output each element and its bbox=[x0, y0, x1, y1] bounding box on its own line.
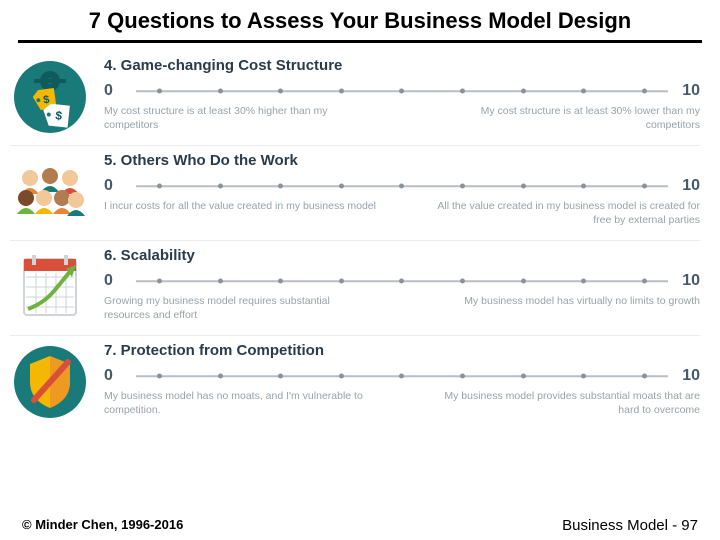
question-content: 5. Others Who Do the Work 0 10 I incur c… bbox=[104, 152, 700, 227]
scale-captions: My business model has no moats, and I'm … bbox=[104, 389, 700, 417]
right-caption: All the value created in my business mod… bbox=[426, 199, 700, 227]
scale-track bbox=[136, 277, 668, 285]
question-content: 6. Scalability 0 10 Growing my business … bbox=[104, 247, 700, 322]
footer: © Minder Chen, 1996-2016 Business Model … bbox=[0, 517, 720, 534]
shield-icon bbox=[10, 342, 90, 422]
scale-captions: I incur costs for all the value created … bbox=[104, 199, 700, 227]
scale-min: 0 bbox=[104, 367, 130, 385]
scale-track bbox=[136, 372, 668, 380]
rating-scale: 0 10 bbox=[104, 367, 700, 385]
right-caption: My cost structure is at least 30% lower … bbox=[426, 104, 700, 132]
question-content: 7. Protection from Competition 0 10 My b… bbox=[104, 342, 700, 417]
right-caption: My business model provides substantial m… bbox=[426, 389, 700, 417]
left-caption: Growing my business model requires subst… bbox=[104, 294, 378, 322]
scale-max: 10 bbox=[674, 82, 700, 100]
rating-scale: 0 10 bbox=[104, 82, 700, 100]
question-row: 6. Scalability 0 10 Growing my business … bbox=[10, 241, 700, 336]
scale-max: 10 bbox=[674, 367, 700, 385]
price-tags-icon: $ $ bbox=[10, 57, 90, 137]
right-caption: My business model has virtually no limit… bbox=[464, 294, 700, 322]
growth-chart-icon bbox=[10, 247, 90, 327]
scale-min: 0 bbox=[104, 82, 130, 100]
question-row: 5. Others Who Do the Work 0 10 I incur c… bbox=[10, 146, 700, 241]
scale-min: 0 bbox=[104, 272, 130, 290]
page-title: 7 Questions to Assess Your Business Mode… bbox=[18, 0, 702, 43]
question-title: 4. Game-changing Cost Structure bbox=[104, 57, 700, 74]
left-caption: I incur costs for all the value created … bbox=[104, 199, 376, 227]
question-row: $ $ 4. Game-changing Cost Structure 0 10… bbox=[10, 51, 700, 146]
left-caption: My business model has no moats, and I'm … bbox=[104, 389, 378, 417]
question-title: 7. Protection from Competition bbox=[104, 342, 700, 359]
scale-track bbox=[136, 87, 668, 95]
scale-captions: Growing my business model requires subst… bbox=[104, 294, 700, 322]
scale-captions: My cost structure is at least 30% higher… bbox=[104, 104, 700, 132]
rating-scale: 0 10 bbox=[104, 272, 700, 290]
page-number: Business Model - 97 bbox=[562, 517, 698, 534]
copyright: © Minder Chen, 1996-2016 bbox=[22, 517, 183, 534]
people-icon bbox=[10, 152, 90, 232]
scale-min: 0 bbox=[104, 177, 130, 195]
question-title: 5. Others Who Do the Work bbox=[104, 152, 700, 169]
question-title: 6. Scalability bbox=[104, 247, 700, 264]
scale-max: 10 bbox=[674, 177, 700, 195]
scale-track bbox=[136, 182, 668, 190]
questions-container: $ $ 4. Game-changing Cost Structure 0 10… bbox=[0, 51, 720, 430]
rating-scale: 0 10 bbox=[104, 177, 700, 195]
question-row: 7. Protection from Competition 0 10 My b… bbox=[10, 336, 700, 430]
question-content: 4. Game-changing Cost Structure 0 10 My … bbox=[104, 57, 700, 132]
left-caption: My cost structure is at least 30% higher… bbox=[104, 104, 378, 132]
scale-max: 10 bbox=[674, 272, 700, 290]
